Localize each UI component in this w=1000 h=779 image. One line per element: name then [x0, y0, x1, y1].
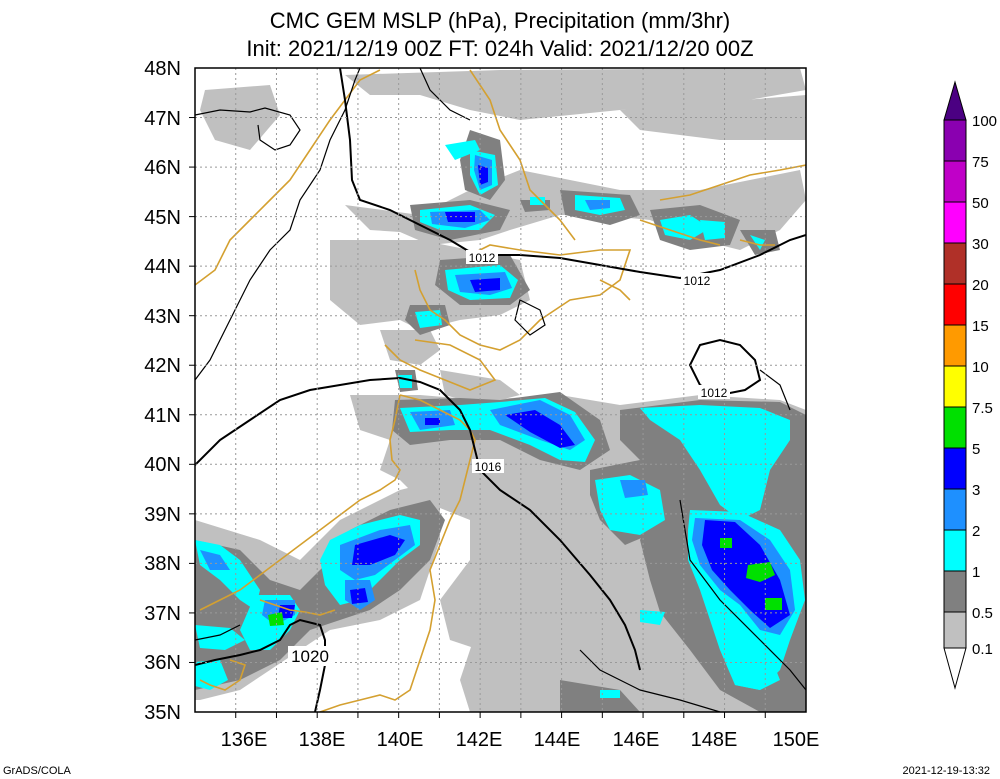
axis-ticks: [189, 117, 766, 718]
lon-label: 148E: [691, 729, 738, 751]
colorbar-label: 1: [972, 564, 980, 581]
lat-label: 36N: [144, 652, 181, 674]
lat-label: 41N: [144, 405, 181, 427]
graticule-grid: [195, 68, 806, 712]
chart-title-line1: CMC GEM MSLP (hPa), Precipitation (mm/3h…: [269, 8, 731, 33]
isobar-labels: 1012 1012 1012 1016 1020: [288, 250, 730, 666]
lon-label: 142E: [456, 729, 503, 751]
lat-label: 37N: [144, 603, 181, 625]
colorbar-label: 20: [972, 277, 989, 294]
colorbar-segment: [943, 201, 967, 244]
colorbar-segment: [943, 365, 967, 408]
colorbar-bottom-arrow: [943, 647, 967, 690]
lon-label: 140E: [377, 729, 424, 751]
colorbar-label: 2: [972, 523, 980, 540]
colorbar-label: 15: [972, 318, 989, 335]
lat-label: 39N: [144, 504, 181, 526]
isobar-label: 1016: [475, 460, 502, 474]
latitude-axis: 48N 47N 46N 45N 44N 43N 42N 41N 40N 39N …: [144, 58, 181, 724]
colorbar-segment: [943, 488, 967, 531]
colorbar-label: 30: [972, 236, 989, 253]
colorbar-segment: [943, 283, 967, 326]
colorbar-label: 5: [972, 441, 980, 458]
footer-timestamp: 2021-12-19-13:32: [902, 765, 990, 777]
isobar-lines: [195, 68, 806, 712]
colorbar-label: 50: [972, 195, 989, 212]
colorbar-segment: [943, 324, 967, 367]
isobar-label: 1012: [701, 386, 728, 400]
colorbar-segment: [943, 242, 967, 285]
lat-label: 45N: [144, 207, 181, 229]
colorbar-segment: [943, 447, 967, 490]
colorbar-segment: [943, 570, 967, 613]
lat-label: 40N: [144, 454, 181, 476]
colorbar-label: 7.5: [972, 400, 993, 417]
lon-label: 146E: [613, 729, 660, 751]
isobar-label: 1012: [469, 251, 496, 265]
lat-label: 47N: [144, 108, 181, 130]
colorbar-segment: [943, 611, 967, 649]
map-frame: [194, 67, 807, 713]
lat-label: 46N: [144, 157, 181, 179]
lat-label: 38N: [144, 553, 181, 575]
colorbar-top-arrow: [943, 80, 967, 121]
colorbar-segment: [943, 119, 967, 162]
colorbar-label: 100: [972, 113, 997, 130]
colorbar-label: 0.1: [972, 641, 993, 658]
lon-label: 136E: [221, 729, 268, 751]
colorbar-segment: [943, 160, 967, 203]
colorbar-segment: [943, 529, 967, 572]
lon-label: 138E: [299, 729, 346, 751]
lon-label: 150E: [773, 729, 820, 751]
colorbar-label: 75: [972, 154, 989, 171]
lat-label: 43N: [144, 306, 181, 328]
footer-credit: GrADS/COLA: [3, 765, 71, 777]
chart-title-line2: Init: 2021/12/19 00Z FT: 024h Valid: 202…: [246, 36, 754, 61]
lat-label: 48N: [144, 58, 181, 80]
lon-label: 144E: [534, 729, 581, 751]
isobar-label: 1020: [291, 647, 329, 666]
isobar-label: 1012: [684, 274, 711, 288]
colorbar-label: 3: [972, 482, 980, 499]
lat-label: 44N: [144, 256, 181, 278]
lat-label: 42N: [144, 355, 181, 377]
colorbar-segment: [943, 406, 967, 449]
longitude-axis: 136E 138E 140E 142E 144E 146E 148E 150E: [221, 729, 820, 751]
colorbar-label: 0.5: [972, 605, 993, 622]
colorbar: 100 75 50 30 20 15 10 7.5 5 3 2 1 0.5 0.…: [943, 80, 997, 690]
colorbar-label: 10: [972, 359, 989, 376]
lat-label: 35N: [144, 702, 181, 724]
